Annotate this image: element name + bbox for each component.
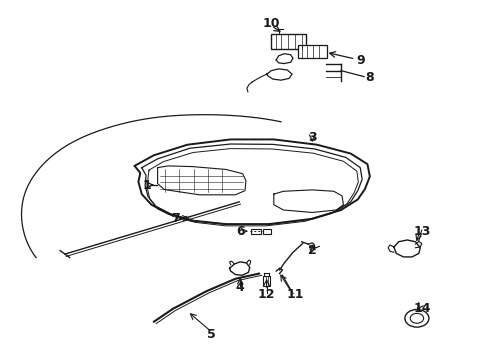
Text: 14: 14 [414,302,431,315]
Text: 9: 9 [356,54,365,67]
Text: 11: 11 [287,288,304,301]
Text: 7: 7 [171,212,180,225]
Text: 10: 10 [263,17,280,30]
Bar [263,276,270,286]
Text: 2: 2 [308,244,317,257]
Text: 12: 12 [258,288,275,301]
Text: 1: 1 [142,179,151,192]
Text: 3: 3 [308,131,317,144]
Text: 8: 8 [366,71,374,84]
Text: 13: 13 [414,225,431,238]
Text: 4: 4 [236,281,245,294]
Bar [271,33,306,49]
Bar [251,229,261,234]
Text: 5: 5 [207,328,216,341]
Bar [298,45,327,58]
Bar [263,229,271,234]
Text: 6: 6 [236,225,245,238]
